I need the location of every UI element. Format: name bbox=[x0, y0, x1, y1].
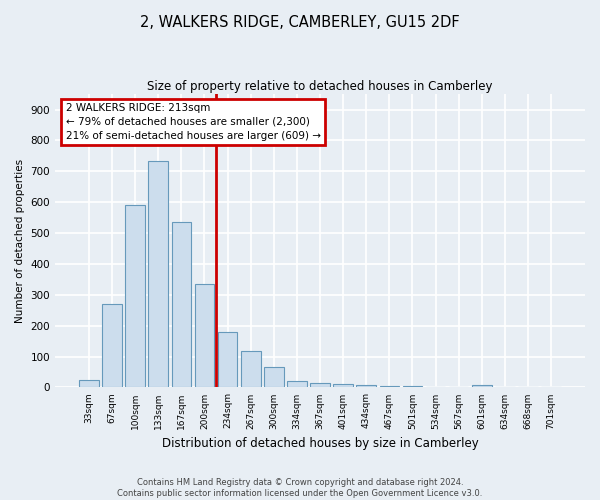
Bar bbox=[287, 380, 307, 388]
Text: 2 WALKERS RIDGE: 213sqm
← 79% of detached houses are smaller (2,300)
21% of semi: 2 WALKERS RIDGE: 213sqm ← 79% of detache… bbox=[65, 103, 320, 141]
Bar bbox=[403, 386, 422, 388]
Y-axis label: Number of detached properties: Number of detached properties bbox=[15, 158, 25, 323]
Bar bbox=[172, 222, 191, 388]
Bar bbox=[264, 366, 284, 388]
Bar bbox=[79, 380, 99, 388]
Title: Size of property relative to detached houses in Camberley: Size of property relative to detached ho… bbox=[147, 80, 493, 93]
Text: Contains HM Land Registry data © Crown copyright and database right 2024.
Contai: Contains HM Land Registry data © Crown c… bbox=[118, 478, 482, 498]
Bar bbox=[356, 385, 376, 388]
X-axis label: Distribution of detached houses by size in Camberley: Distribution of detached houses by size … bbox=[161, 437, 478, 450]
Bar bbox=[472, 385, 491, 388]
Bar bbox=[334, 384, 353, 388]
Bar bbox=[310, 383, 330, 388]
Text: 2, WALKERS RIDGE, CAMBERLEY, GU15 2DF: 2, WALKERS RIDGE, CAMBERLEY, GU15 2DF bbox=[140, 15, 460, 30]
Bar bbox=[380, 386, 399, 388]
Bar bbox=[125, 206, 145, 388]
Bar bbox=[194, 284, 214, 388]
Bar bbox=[148, 160, 168, 388]
Bar bbox=[218, 332, 238, 388]
Bar bbox=[102, 304, 122, 388]
Bar bbox=[241, 351, 260, 388]
